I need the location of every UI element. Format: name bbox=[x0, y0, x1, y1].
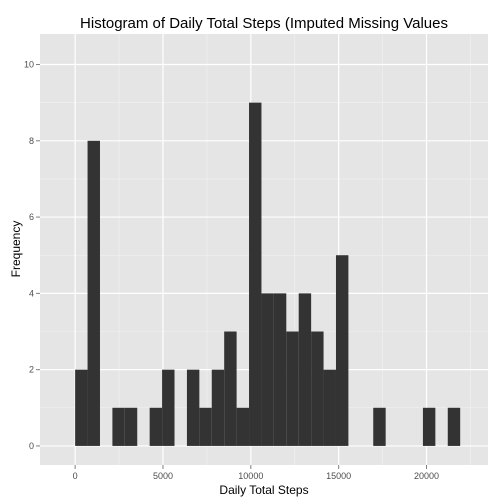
histogram-bar bbox=[286, 331, 299, 446]
y-tick-label: 0 bbox=[29, 441, 34, 451]
histogram-bar bbox=[298, 293, 312, 446]
histogram-bar bbox=[323, 369, 336, 446]
histogram-bar bbox=[249, 102, 262, 446]
x-tick-label: 10000 bbox=[238, 471, 263, 481]
histogram-bar bbox=[211, 369, 225, 446]
y-axis-ticks: 0 2 4 6 8 10 bbox=[24, 60, 40, 451]
y-tick-label: 10 bbox=[24, 60, 34, 70]
x-tick-label: 20000 bbox=[414, 471, 439, 481]
histogram-bar bbox=[87, 140, 100, 446]
x-tick-label: 0 bbox=[73, 471, 78, 481]
histogram-bar bbox=[162, 369, 175, 446]
histogram-bar bbox=[186, 369, 200, 446]
histogram-bars bbox=[75, 102, 461, 446]
x-tick-label: 15000 bbox=[326, 471, 351, 481]
y-tick-label: 2 bbox=[29, 365, 34, 375]
histogram-bar bbox=[224, 331, 237, 446]
histogram-bar bbox=[261, 293, 274, 446]
y-tick-label: 4 bbox=[29, 288, 34, 298]
histogram-bar bbox=[273, 293, 287, 446]
histogram-bar bbox=[373, 407, 386, 446]
y-tick-label: 6 bbox=[29, 212, 34, 222]
x-axis-ticks: 0 5000 10000 15000 20000 bbox=[73, 465, 439, 481]
y-axis-title: Frequency bbox=[9, 221, 23, 278]
chart-title: Histogram of Daily Total Steps (Imputed … bbox=[80, 15, 448, 32]
y-tick-label: 8 bbox=[29, 136, 34, 146]
histogram-bar bbox=[199, 407, 212, 446]
histogram-bar bbox=[124, 407, 138, 446]
histogram-bar bbox=[75, 369, 88, 446]
histogram-bar bbox=[335, 255, 349, 446]
histogram-bar bbox=[422, 407, 436, 446]
histogram-bar bbox=[236, 407, 250, 446]
x-axis-title: Daily Total Steps bbox=[219, 483, 308, 497]
histogram-bar bbox=[149, 407, 163, 446]
histogram-bar bbox=[311, 331, 324, 446]
histogram-bar bbox=[112, 407, 125, 446]
histogram-bar bbox=[447, 407, 461, 446]
x-tick-label: 5000 bbox=[153, 471, 173, 481]
